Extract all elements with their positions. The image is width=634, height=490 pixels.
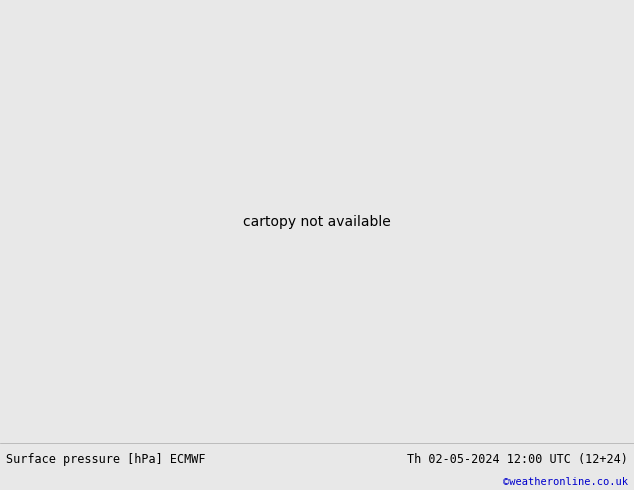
Text: Th 02-05-2024 12:00 UTC (12+24): Th 02-05-2024 12:00 UTC (12+24) xyxy=(407,453,628,466)
Text: cartopy not available: cartopy not available xyxy=(243,215,391,229)
Text: ©weatheronline.co.uk: ©weatheronline.co.uk xyxy=(503,477,628,487)
Text: Surface pressure [hPa] ECMWF: Surface pressure [hPa] ECMWF xyxy=(6,453,206,466)
